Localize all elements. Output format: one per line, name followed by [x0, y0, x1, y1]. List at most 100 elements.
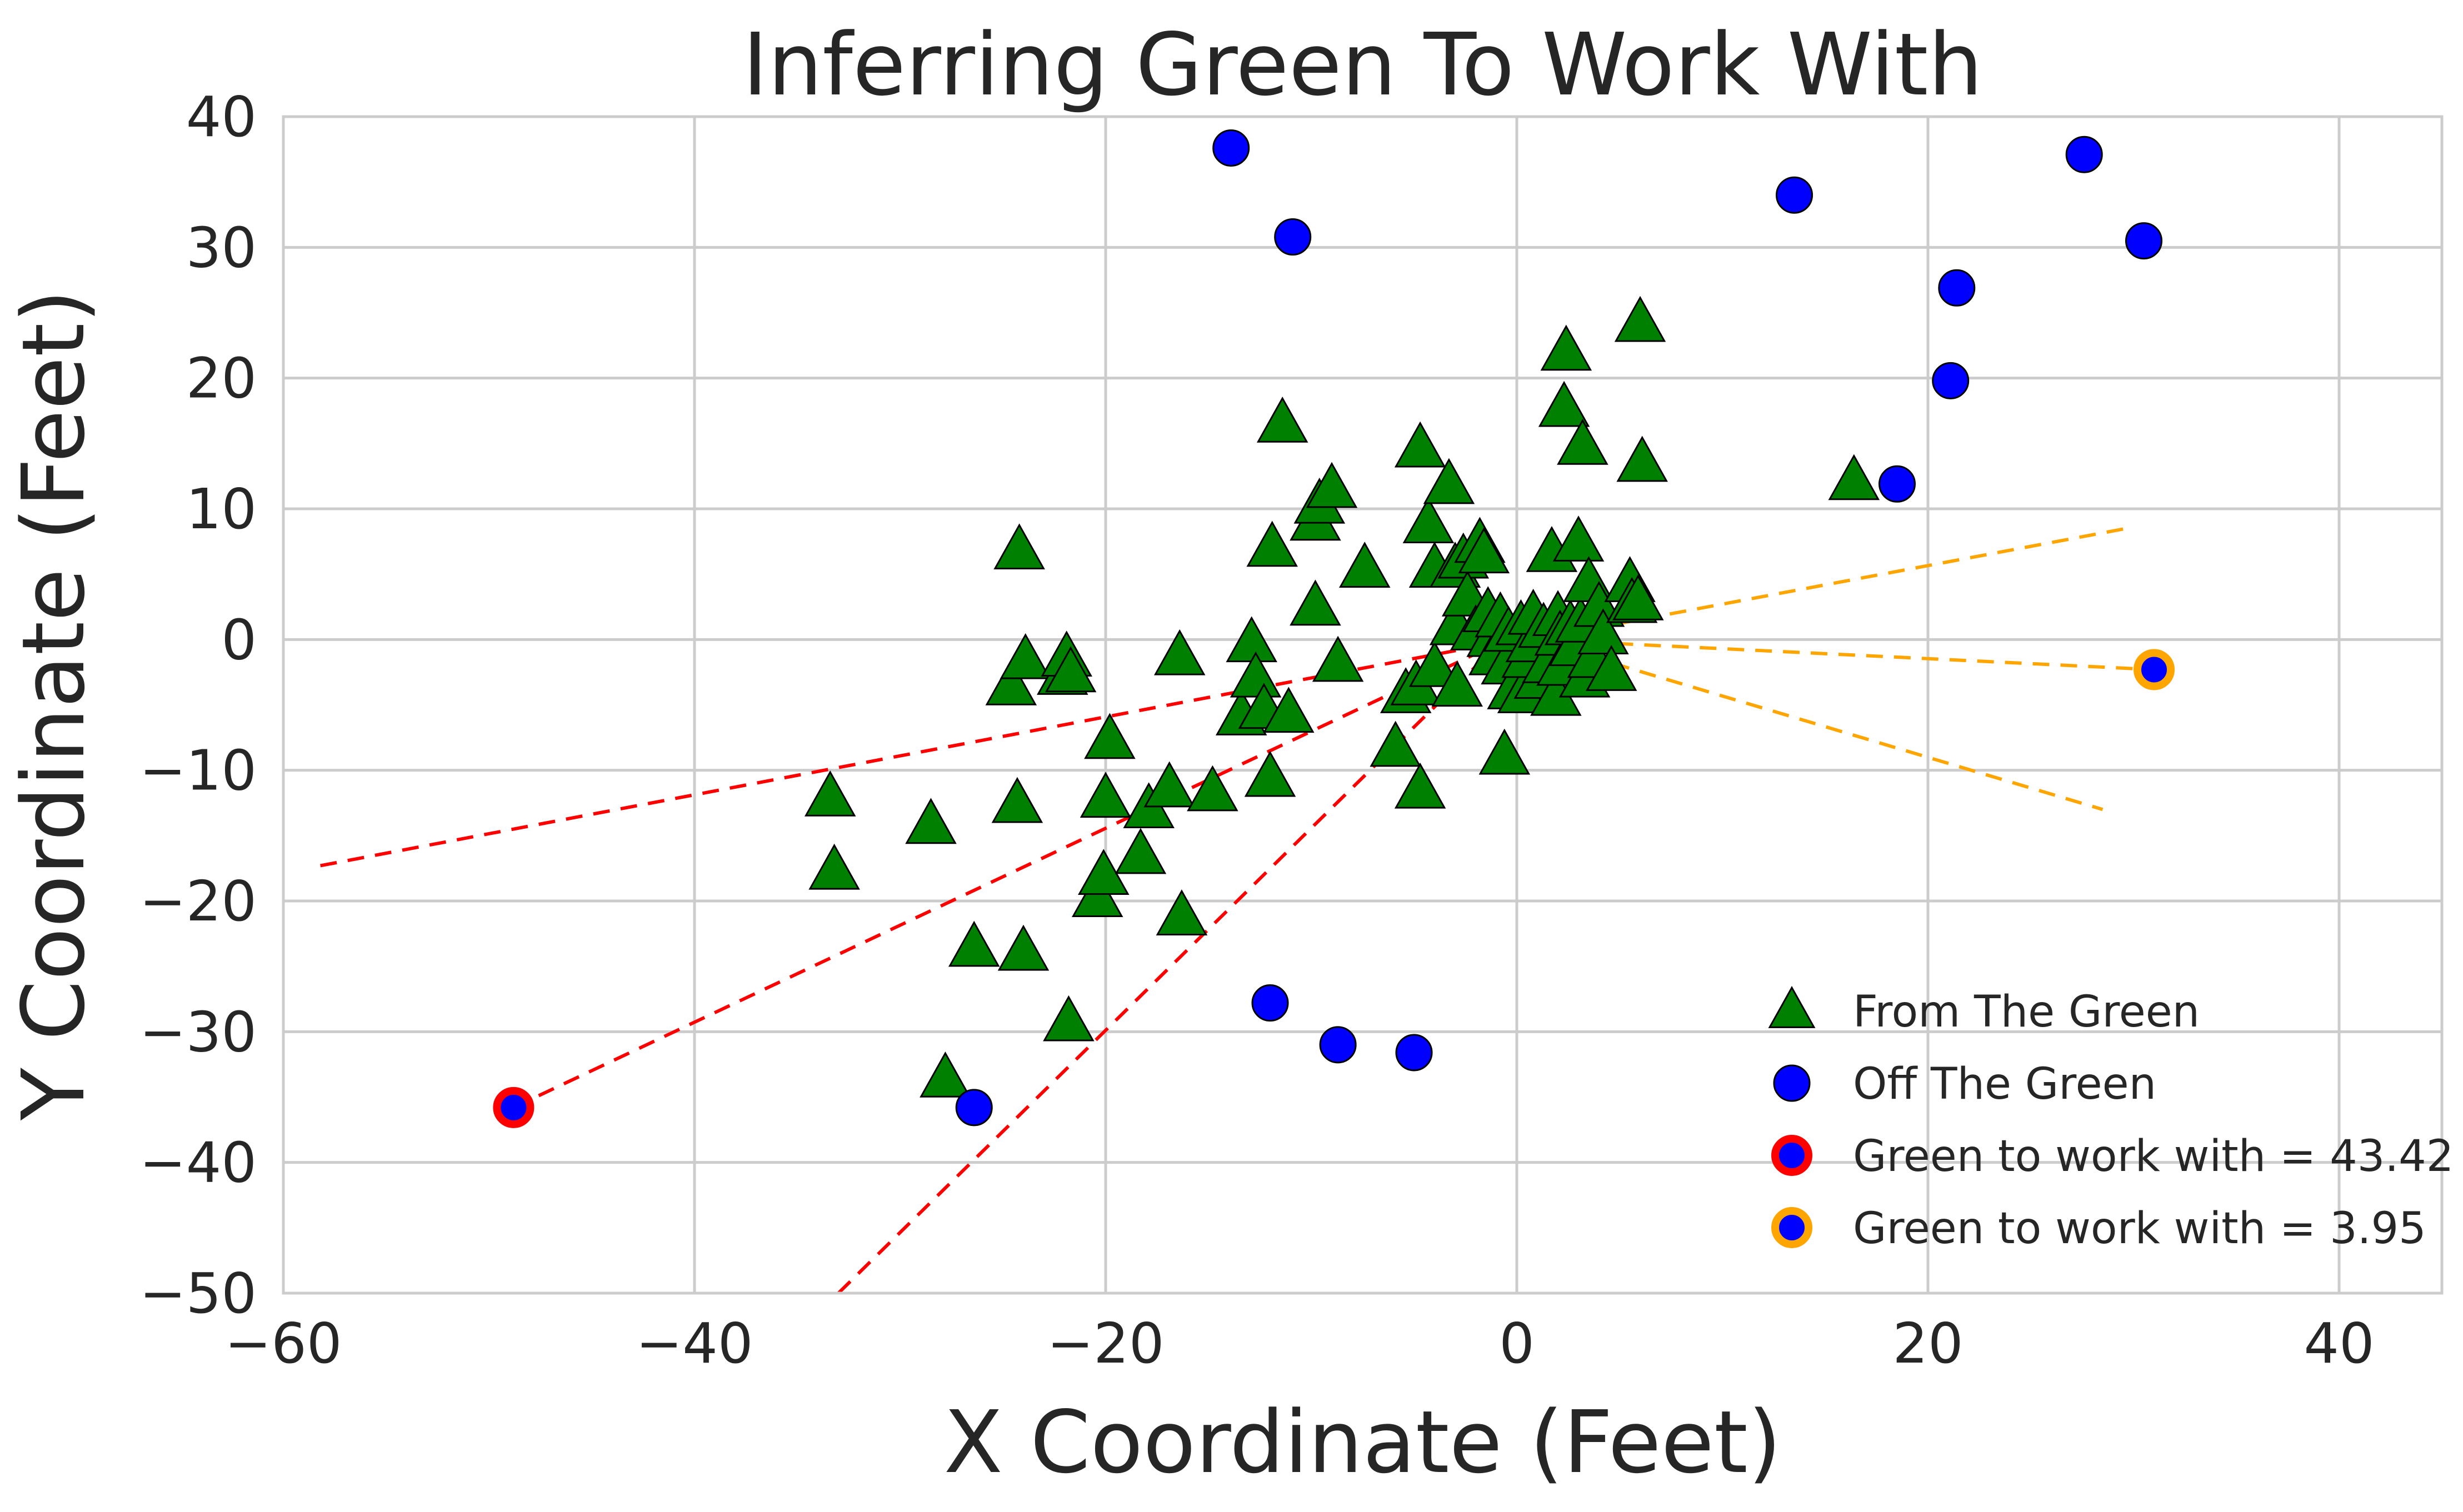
green-shot-point [1585, 645, 1637, 691]
green-shot-point [1256, 396, 1308, 443]
guide-line [320, 640, 1501, 868]
green-shot-point [1230, 651, 1282, 698]
green-shot-point [991, 777, 1043, 823]
off-green-shot-point [1938, 269, 1976, 307]
green-shot-point [1338, 542, 1391, 588]
green-shot-point [1478, 728, 1531, 775]
y-tick-label: 20 [186, 346, 257, 411]
highlighted-shot-point [493, 1087, 534, 1128]
x-tick-label: −40 [636, 1311, 753, 1376]
green-shot-point [1153, 629, 1206, 675]
green-shot-point [1552, 515, 1605, 562]
green-shot-point [1394, 421, 1446, 468]
green-shot-point [1156, 889, 1208, 935]
off-green-shot-point [1879, 465, 1916, 503]
y-tick-label: −40 [139, 1130, 257, 1195]
green-shot-point [1080, 772, 1132, 818]
legend-marker [1768, 985, 1816, 1028]
y-tick-label: 10 [186, 477, 257, 542]
y-tick-label: 40 [186, 84, 257, 149]
legend-label: Green to work with = 3.95 [1853, 1204, 2426, 1254]
green-shot-point [1423, 458, 1475, 504]
x-tick-label: 20 [1892, 1311, 1963, 1376]
green-shot-point [920, 1051, 971, 1098]
green-shot-point [1557, 418, 1608, 465]
off-green-shot-point [1274, 218, 1312, 256]
x-tick-label: −20 [1047, 1311, 1164, 1376]
highlighted-shot-point [2134, 649, 2175, 690]
y-tick-label: −20 [139, 869, 257, 934]
y-tick-label: −10 [139, 738, 257, 803]
green-shot-point [948, 920, 1000, 967]
grid-lines [282, 115, 2442, 1295]
green-shot-point [1078, 849, 1130, 895]
y-tick-label: −50 [139, 1261, 257, 1326]
green-shot-point [1616, 435, 1668, 482]
green-shot-point [1143, 761, 1195, 808]
guide-line [1533, 525, 2134, 642]
legend-label: From The Green [1853, 987, 2200, 1037]
x-axis-label: X Coordinate (Feet) [944, 1392, 1782, 1493]
green-shot-point [1290, 579, 1341, 626]
green-shot-point [985, 659, 1037, 705]
data-points [493, 129, 2175, 1128]
green-shot-point [997, 924, 1050, 971]
off-green-shot-point [1212, 129, 1250, 167]
green-shot-point [1612, 574, 1664, 620]
green-shot-point [1614, 296, 1666, 342]
green-shot-point [1246, 520, 1298, 567]
green-shot-point [808, 843, 860, 890]
x-tick-label: −60 [224, 1311, 342, 1376]
green-shot-point [1043, 995, 1095, 1042]
legend-label: Off The Green [1853, 1059, 2156, 1109]
off-green-shot-point [1319, 1026, 1357, 1064]
y-tick-label: 30 [186, 215, 257, 280]
green-shot-point [1402, 497, 1455, 543]
off-green-shot-point [2065, 136, 2103, 173]
green-shot-point [1540, 324, 1592, 371]
green-shot-point [1000, 633, 1051, 679]
off-green-shot-point [1776, 176, 1813, 214]
tick-labels: −60 −40 −20 0 20 40 −50 −40 −30 −20 −10 0 10 20 30 40 [139, 84, 2375, 1376]
y-axis-label: Y Coordinate (Feet) [3, 289, 104, 1121]
legend-marker [1773, 1064, 1811, 1102]
legend-label: Green to work with = 43.42 [1853, 1132, 2454, 1181]
guide-line [1532, 638, 2104, 812]
green-shot-point [993, 523, 1045, 570]
off-green-shot-point [1251, 984, 1289, 1022]
green-shot-point [1244, 750, 1296, 797]
green-shot-point [1187, 765, 1238, 812]
legend-marker [1771, 1207, 1812, 1248]
green-shot-point [1084, 713, 1136, 759]
off-green-shot-point [955, 1089, 993, 1127]
green-shot-point [1828, 454, 1880, 500]
green-shot-point [1045, 646, 1097, 693]
green-shot-point [1370, 720, 1421, 767]
green-shot-point [1538, 380, 1590, 427]
x-tick-label: 0 [1499, 1311, 1535, 1376]
green-shot-point [1263, 687, 1315, 733]
plot-frame [282, 115, 2444, 1295]
green-shot-point [905, 798, 957, 844]
guide-line [1533, 638, 2155, 672]
off-green-shot-point [1932, 362, 1970, 399]
x-tick-label: 40 [2304, 1311, 2374, 1376]
chart-title: Inferring Green To Work With [742, 14, 1982, 115]
green-shot-point [1431, 660, 1483, 707]
y-tick-label: −30 [139, 999, 257, 1064]
legend: From The Green Off The Green Green to work… [1768, 985, 2454, 1254]
green-shot-point [1408, 641, 1461, 687]
green-shot-point [1115, 828, 1167, 874]
guide-line [837, 640, 1502, 1295]
off-green-shot-point [2125, 222, 2162, 260]
guide-lines [320, 525, 2155, 1295]
guide-line [513, 640, 1501, 1109]
off-green-shot-point [1395, 1034, 1433, 1072]
green-shot-point [1394, 762, 1446, 809]
green-shot-point [1458, 527, 1510, 574]
green-shot-point [1577, 608, 1629, 654]
y-tick-label: 0 [221, 607, 257, 672]
green-shot-point [1306, 462, 1358, 508]
